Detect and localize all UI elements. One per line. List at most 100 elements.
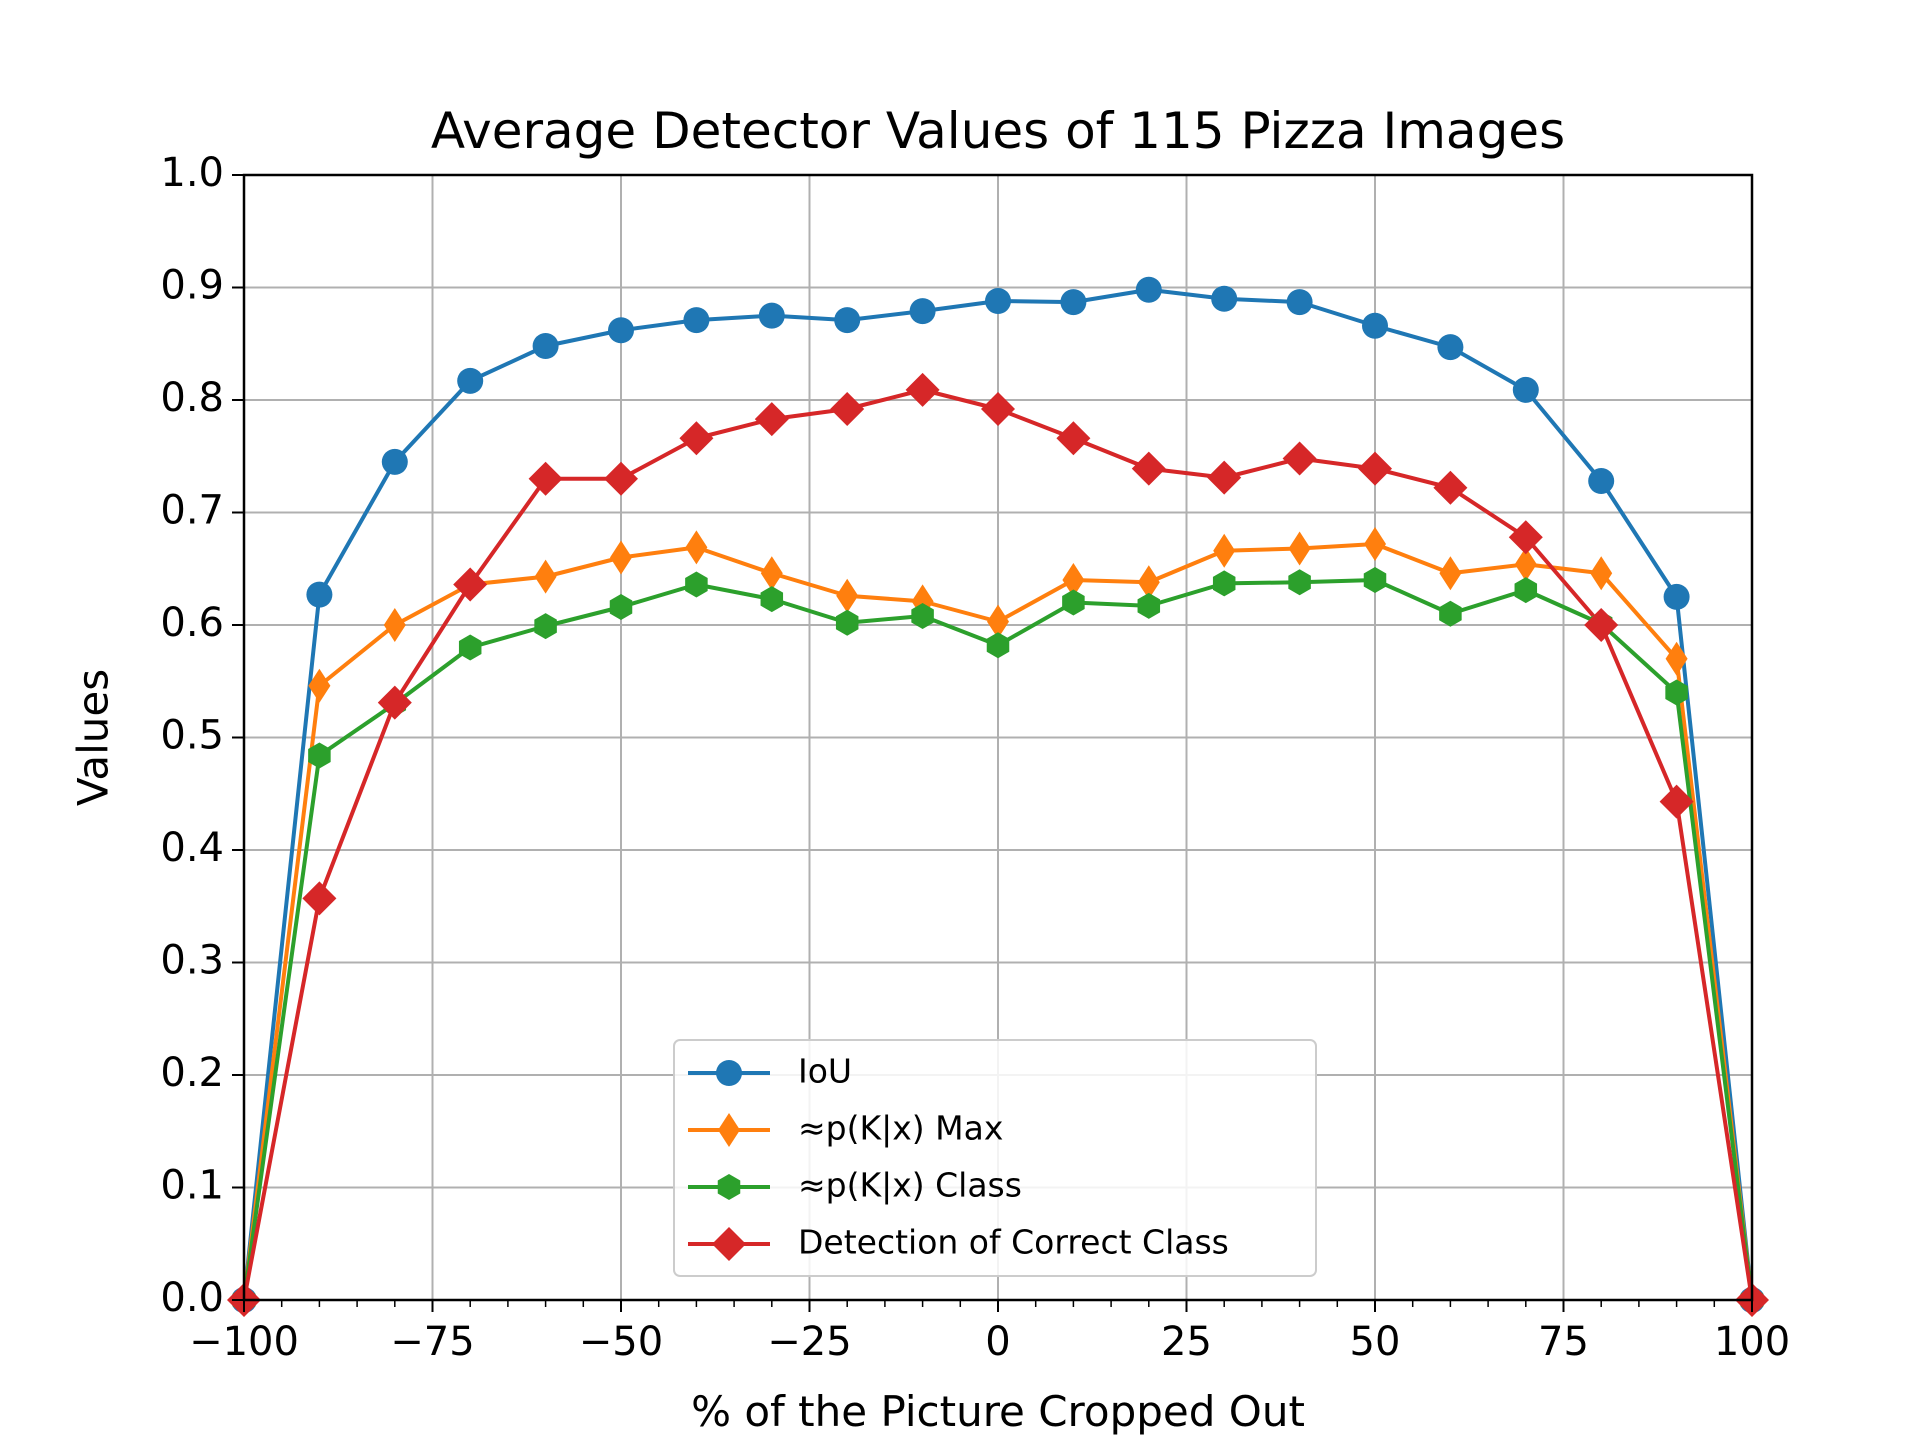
data-point	[1212, 570, 1236, 597]
data-point	[383, 608, 406, 642]
data-point	[1508, 520, 1543, 555]
data-point	[760, 586, 784, 613]
y-tick-label: 0.0	[160, 1275, 224, 1321]
data-point	[1363, 567, 1387, 593]
x-tick-label: 75	[1538, 1319, 1589, 1365]
y-tick-label: 1.0	[160, 150, 224, 196]
x-tick-label: 25	[1161, 1319, 1212, 1365]
legend-marker	[718, 1113, 740, 1147]
data-point	[1062, 589, 1085, 616]
data-point	[1131, 451, 1166, 486]
data-point	[760, 556, 783, 591]
y-tick-label: 0.5	[160, 713, 224, 759]
data-point	[986, 632, 1010, 659]
data-point	[1286, 289, 1313, 316]
data-point	[534, 559, 557, 594]
legend-box	[673, 1039, 1317, 1277]
data-point	[911, 603, 934, 629]
legend-label: Detection of Correct Class	[798, 1223, 1229, 1262]
data-point	[1665, 679, 1688, 706]
data-point	[534, 613, 557, 640]
y-axis-label: Values	[69, 669, 118, 806]
data-point	[532, 333, 559, 359]
data-point	[835, 609, 859, 636]
data-point	[909, 298, 936, 325]
y-tick-label: 0.3	[160, 938, 224, 984]
data-point	[1663, 583, 1690, 610]
data-point	[1514, 577, 1538, 604]
data-point	[1439, 600, 1462, 627]
y-tick-label: 0.6	[160, 600, 224, 646]
data-point	[1512, 376, 1539, 403]
y-tick-label: 0.9	[160, 263, 224, 309]
data-point	[1137, 592, 1161, 619]
legend-label: ≈p(K|x) Class	[798, 1166, 1022, 1205]
data-point	[377, 685, 412, 720]
series-markers	[227, 276, 1769, 1317]
data-point	[1439, 556, 1462, 591]
chart-title: Average Detector Values of 115 Pizza Ima…	[431, 102, 1565, 160]
data-point	[1211, 285, 1238, 312]
y-tick-label: 0.8	[160, 375, 224, 421]
data-point	[1584, 608, 1619, 642]
data-point	[302, 881, 337, 916]
data-point	[1358, 451, 1392, 486]
data-point	[1514, 547, 1537, 582]
data-point	[1060, 289, 1087, 316]
data-point	[754, 402, 789, 437]
x-tick-label: 0	[985, 1319, 1010, 1365]
legend-marker	[717, 1174, 741, 1200]
data-point	[981, 392, 1015, 426]
data-point	[1437, 334, 1464, 361]
data-point	[604, 461, 638, 496]
data-point	[1665, 641, 1688, 676]
data-point	[453, 567, 488, 602]
legend-label: ≈p(K|x) Max	[798, 1109, 1003, 1148]
data-point	[830, 392, 865, 426]
data-point	[1590, 556, 1613, 591]
data-point	[685, 571, 708, 598]
data-point	[758, 302, 785, 329]
legend-marker	[712, 1227, 746, 1261]
data-point	[1056, 421, 1091, 456]
data-point	[1137, 565, 1160, 600]
data-point	[1135, 276, 1162, 303]
x-tick-label: −25	[767, 1319, 851, 1365]
x-tick-label: −75	[390, 1319, 474, 1365]
data-point	[679, 421, 714, 456]
y-tick-label: 0.7	[160, 488, 224, 534]
y-tick-label: 0.2	[160, 1050, 224, 1096]
data-point	[1062, 563, 1085, 597]
data-point	[836, 578, 859, 613]
data-point	[985, 288, 1011, 314]
data-point	[905, 372, 940, 407]
data-point	[1362, 312, 1388, 339]
legend: IoU ≈p(K|x) Max ≈p(K|x) Class Detection of …	[673, 1039, 1317, 1277]
axis-ticks: −100 −75 −50 −25 0 25 50 75 100 0.0 0.1 0.2 0.3 0.4 0.…	[160, 150, 1790, 1365]
data-point	[458, 634, 482, 661]
x-tick-label: 100	[1714, 1319, 1790, 1365]
data-point	[381, 448, 408, 475]
data-point	[1659, 784, 1694, 819]
data-point	[1288, 569, 1311, 596]
legend-marker	[716, 1060, 742, 1086]
legend-label: IoU	[798, 1052, 852, 1091]
data-point	[608, 317, 634, 344]
data-point	[528, 461, 563, 496]
data-point	[1213, 533, 1236, 568]
data-point	[1364, 527, 1386, 561]
x-axis-label: % of the Picture Cropped Out	[691, 1387, 1305, 1436]
y-tick-label: 0.4	[160, 825, 224, 871]
data-point	[1288, 531, 1311, 566]
data-point	[685, 530, 708, 565]
data-point	[987, 604, 1009, 639]
x-tick-label: 50	[1350, 1319, 1401, 1365]
data-point	[610, 540, 632, 575]
data-point	[308, 742, 331, 769]
x-tick-label: −100	[189, 1319, 299, 1365]
data-point	[306, 581, 333, 608]
data-point	[308, 668, 331, 703]
data-point	[834, 307, 861, 334]
